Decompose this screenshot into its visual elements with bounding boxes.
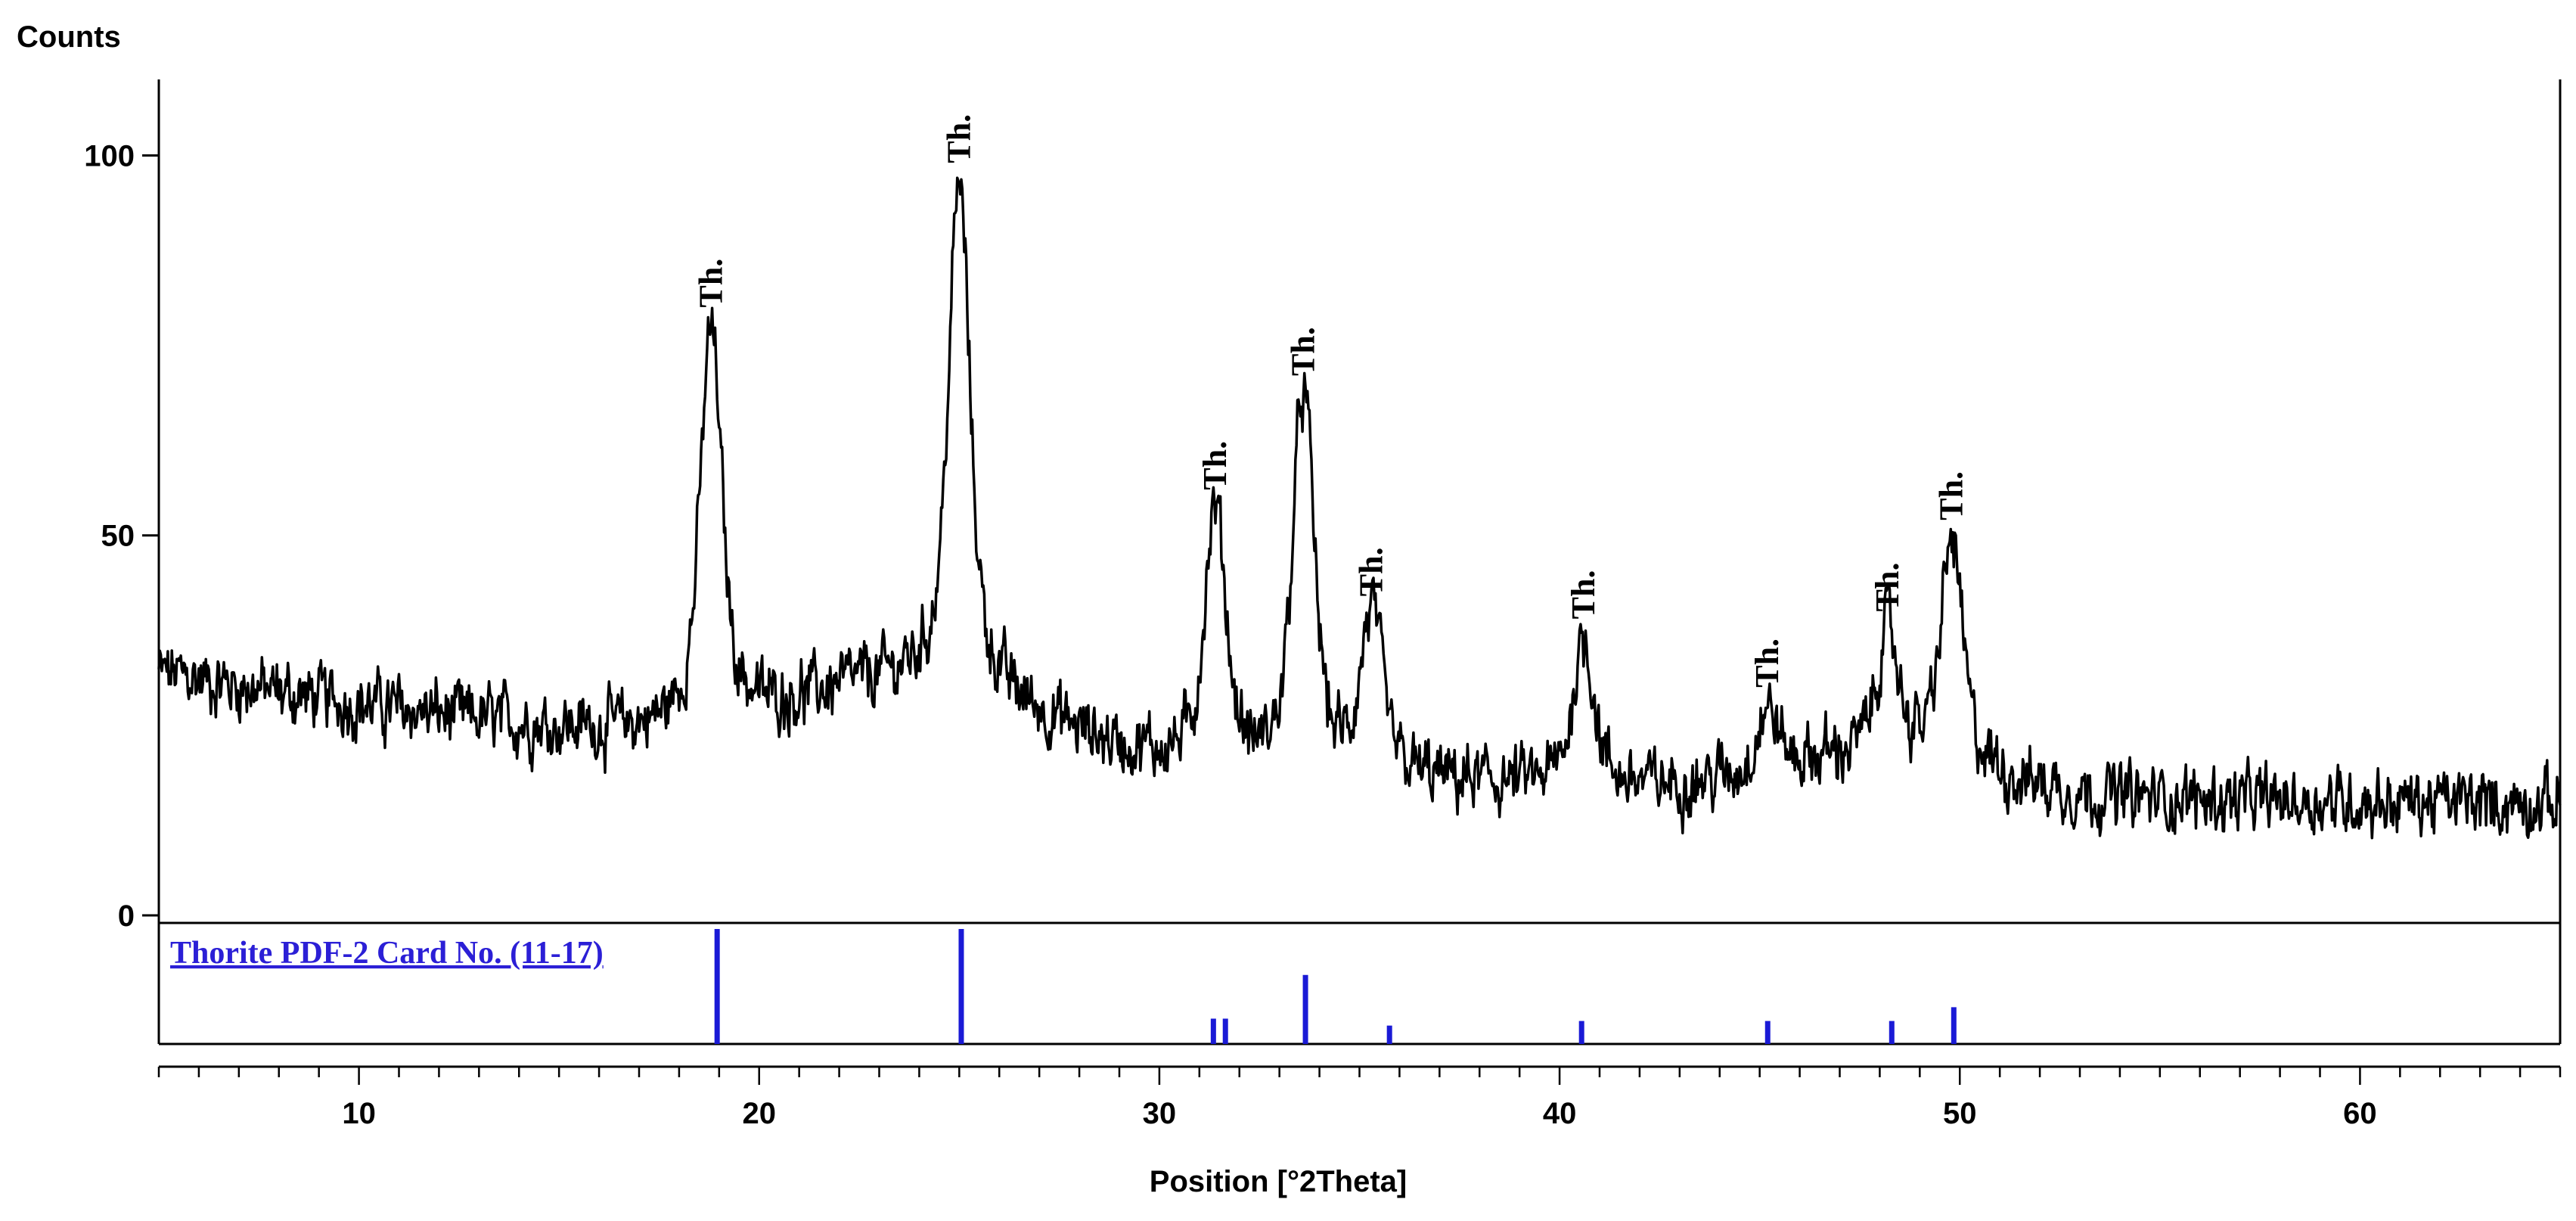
y-tick-label: 100 xyxy=(84,139,135,172)
peak-label: Th. xyxy=(692,259,729,308)
x-axis-ticks: 10 20 30 40 50 60 xyxy=(157,1067,2562,1130)
diffraction-pattern-line xyxy=(157,176,2562,840)
peak-label: Th. xyxy=(1749,638,1786,688)
x-tick-label: 50 xyxy=(1943,1097,1977,1130)
peak-label: Th. xyxy=(1352,547,1389,596)
peak-label: Th. xyxy=(1196,441,1234,490)
x-tick-label: 20 xyxy=(743,1097,777,1130)
y-axis-ticks: 0 50 100 xyxy=(84,139,159,933)
y-tick-label: 0 xyxy=(118,899,135,933)
peak-labels: Th. Th. Th. Th. Th. Th. Th. Th. Th. xyxy=(692,114,1969,688)
reference-card-label: Thorite PDF-2 Card No. (11-17) xyxy=(170,936,604,971)
peak-label: Th. xyxy=(1565,570,1602,620)
y-tick-label: 50 xyxy=(101,520,135,553)
reference-lines xyxy=(714,929,1957,1044)
peak-label: Th. xyxy=(1869,562,1906,611)
x-axis-title: Position [°2Theta] xyxy=(1150,1165,1407,1198)
peak-label: Th. xyxy=(1933,471,1970,520)
x-tick-label: 40 xyxy=(1543,1097,1577,1130)
y-axis-title: Counts xyxy=(17,20,121,54)
peak-label: Th. xyxy=(1284,327,1321,376)
x-tick-label: 10 xyxy=(342,1097,376,1130)
x-tick-label: 30 xyxy=(1143,1097,1177,1130)
x-tick-label: 60 xyxy=(2343,1097,2377,1130)
peak-label: Th. xyxy=(940,114,977,163)
